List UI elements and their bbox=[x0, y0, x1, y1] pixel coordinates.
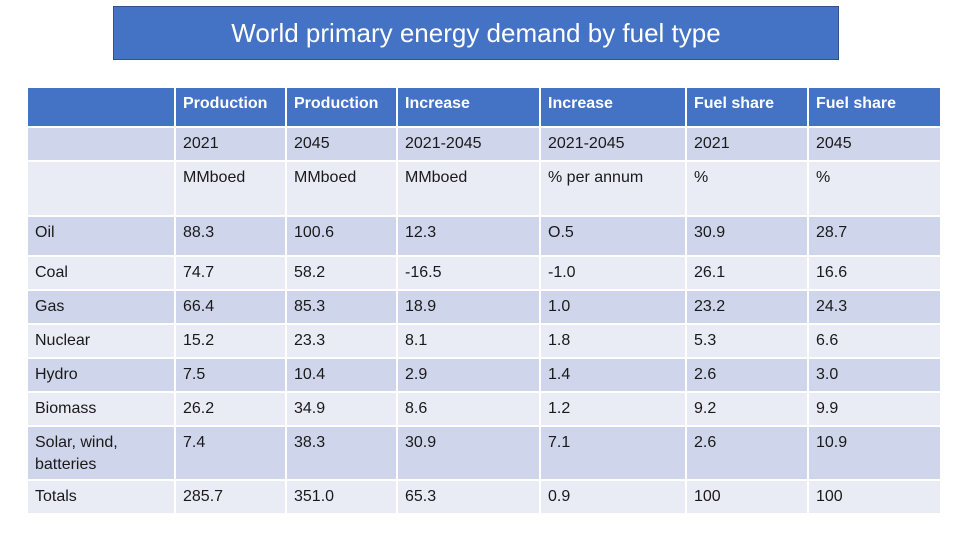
table-cell: 0.9 bbox=[539, 479, 687, 515]
table-cell: 8.6 bbox=[396, 391, 541, 427]
header-cell: Fuel share bbox=[807, 86, 942, 128]
slide-title: World primary energy demand by fuel type bbox=[113, 6, 839, 60]
table-cell: 15.2 bbox=[174, 323, 287, 359]
table-cell: 285.7 bbox=[174, 479, 287, 515]
table-cell: 23.3 bbox=[285, 323, 398, 359]
table-cell: 23.2 bbox=[685, 289, 809, 325]
header-cell bbox=[26, 86, 176, 128]
table-cell: 100 bbox=[807, 479, 942, 515]
table-row-hydro: Hydro 7.5 10.4 2.9 1.4 2.6 3.0 bbox=[26, 357, 942, 393]
table-row-units: MMboed MMboed MMboed % per annum % % bbox=[26, 160, 942, 217]
table-cell: -16.5 bbox=[396, 255, 541, 291]
table-cell: O.5 bbox=[539, 215, 687, 257]
table-cell: 7.5 bbox=[174, 357, 287, 393]
table-row-oil: Oil 88.3 100.6 12.3 O.5 30.9 28.7 bbox=[26, 215, 942, 257]
table-cell: 2.6 bbox=[685, 425, 809, 481]
table-cell: 26.1 bbox=[685, 255, 809, 291]
table-cell: 12.3 bbox=[396, 215, 541, 257]
slide-title-text: World primary energy demand by fuel type bbox=[231, 17, 721, 48]
table-cell: % bbox=[807, 160, 942, 217]
header-cell: Production bbox=[174, 86, 287, 128]
table-cell: 66.4 bbox=[174, 289, 287, 325]
table-row-gas: Gas 66.4 85.3 18.9 1.0 23.2 24.3 bbox=[26, 289, 942, 325]
table-cell: 2.6 bbox=[685, 357, 809, 393]
table-cell: 28.7 bbox=[807, 215, 942, 257]
header-cell: Fuel share bbox=[685, 86, 809, 128]
table-cell: 2021 bbox=[174, 126, 287, 162]
table-row-biomass: Biomass 26.2 34.9 8.6 1.2 9.2 9.9 bbox=[26, 391, 942, 427]
table-cell: % bbox=[685, 160, 809, 217]
table-cell: -1.0 bbox=[539, 255, 687, 291]
table-cell: 351.0 bbox=[285, 479, 398, 515]
table-cell: 85.3 bbox=[285, 289, 398, 325]
table-cell: 9.9 bbox=[807, 391, 942, 427]
table-cell: Oil bbox=[26, 215, 176, 257]
table-row-year: 2021 2045 2021-2045 2021-2045 2021 2045 bbox=[26, 126, 942, 162]
header-cell: Increase bbox=[396, 86, 541, 128]
table-cell: 2045 bbox=[807, 126, 942, 162]
table-cell: 2021-2045 bbox=[396, 126, 541, 162]
table-cell: 18.9 bbox=[396, 289, 541, 325]
table-cell: Biomass bbox=[26, 391, 176, 427]
table-row-nuclear: Nuclear 15.2 23.3 8.1 1.8 5.3 6.6 bbox=[26, 323, 942, 359]
table-cell: Hydro bbox=[26, 357, 176, 393]
table-cell: 2021-2045 bbox=[539, 126, 687, 162]
table-cell: Totals bbox=[26, 479, 176, 515]
table-cell: 30.9 bbox=[685, 215, 809, 257]
table-cell: 2021 bbox=[685, 126, 809, 162]
table-cell bbox=[26, 160, 176, 217]
table-cell: 1.8 bbox=[539, 323, 687, 359]
table-cell: 2.9 bbox=[396, 357, 541, 393]
table-cell: 7.1 bbox=[539, 425, 687, 481]
table-cell: 2045 bbox=[285, 126, 398, 162]
table-cell: 16.6 bbox=[807, 255, 942, 291]
table-cell: 30.9 bbox=[396, 425, 541, 481]
header-cell: Production bbox=[285, 86, 398, 128]
table-cell: 7.4 bbox=[174, 425, 287, 481]
table-cell: 100 bbox=[685, 479, 809, 515]
table-cell: 1.2 bbox=[539, 391, 687, 427]
table-cell: 10.4 bbox=[285, 357, 398, 393]
table-cell: 10.9 bbox=[807, 425, 942, 481]
table-cell: 24.3 bbox=[807, 289, 942, 325]
table-cell: 8.1 bbox=[396, 323, 541, 359]
table-row-totals: Totals 285.7 351.0 65.3 0.9 100 100 bbox=[26, 479, 942, 515]
table-cell: MMboed bbox=[174, 160, 287, 217]
table-header-row: Production Production Increase Increase … bbox=[26, 86, 942, 128]
table-cell: % per annum bbox=[539, 160, 687, 217]
table-cell: 3.0 bbox=[807, 357, 942, 393]
header-cell: Increase bbox=[539, 86, 687, 128]
table-cell: 74.7 bbox=[174, 255, 287, 291]
table-row-solar-wind-batteries: Solar, wind, batteries 7.4 38.3 30.9 7.1… bbox=[26, 425, 942, 481]
energy-demand-table: Production Production Increase Increase … bbox=[26, 86, 942, 515]
table-cell: 1.0 bbox=[539, 289, 687, 325]
table-cell: 26.2 bbox=[174, 391, 287, 427]
table-cell: 65.3 bbox=[396, 479, 541, 515]
table-cell: Nuclear bbox=[26, 323, 176, 359]
table-cell: 9.2 bbox=[685, 391, 809, 427]
table-cell: Coal bbox=[26, 255, 176, 291]
table-cell bbox=[26, 126, 176, 162]
table-cell: 34.9 bbox=[285, 391, 398, 427]
table-cell: 1.4 bbox=[539, 357, 687, 393]
table-cell: Solar, wind, batteries bbox=[26, 425, 176, 481]
table-cell: 38.3 bbox=[285, 425, 398, 481]
table-row-coal: Coal 74.7 58.2 -16.5 -1.0 26.1 16.6 bbox=[26, 255, 942, 291]
table-cell: 58.2 bbox=[285, 255, 398, 291]
table-cell: 6.6 bbox=[807, 323, 942, 359]
table-cell: 88.3 bbox=[174, 215, 287, 257]
table-cell: 5.3 bbox=[685, 323, 809, 359]
table-cell: Gas bbox=[26, 289, 176, 325]
table-cell: MMboed bbox=[396, 160, 541, 217]
table-cell: MMboed bbox=[285, 160, 398, 217]
table-cell: 100.6 bbox=[285, 215, 398, 257]
